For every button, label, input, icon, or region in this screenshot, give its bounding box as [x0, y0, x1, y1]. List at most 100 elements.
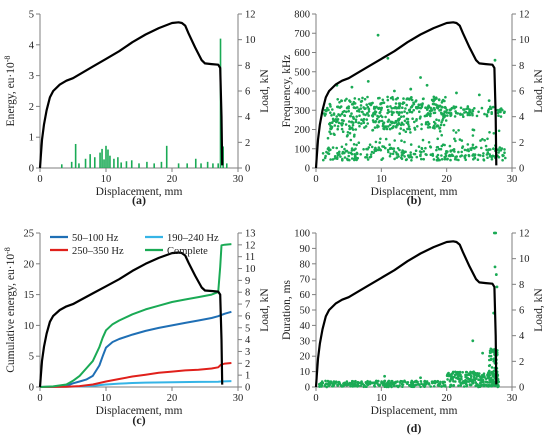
ae-point: [351, 383, 355, 386]
ae-point: [452, 384, 455, 387]
ae-point: [391, 152, 395, 156]
ae-point: [377, 120, 381, 124]
ae-point: [449, 108, 453, 111]
y-axis-label: Energy, eu·10-8: [3, 56, 17, 127]
ae-point: [407, 108, 411, 112]
ae-point: [326, 136, 330, 140]
ae-point: [345, 149, 349, 153]
ae-point: [340, 385, 344, 388]
ae-point: [325, 385, 329, 389]
ae-point: [494, 273, 498, 276]
ae-point: [329, 124, 332, 128]
ae-point: [457, 150, 460, 154]
ae-point: [429, 145, 432, 148]
ae-point: [472, 375, 476, 379]
legend-label: 250–350 Hz: [72, 246, 124, 257]
ae-point: [374, 120, 377, 124]
ae-point: [346, 131, 350, 134]
ae-point: [479, 139, 482, 142]
ae-point: [449, 113, 453, 117]
x-tick-label: 30: [233, 393, 244, 404]
y2-tick-label: 8: [519, 61, 524, 72]
ae-point: [369, 102, 373, 105]
ae-point: [394, 102, 398, 105]
ae-point: [398, 111, 402, 114]
ae-point: [448, 144, 452, 148]
ae-point: [329, 111, 332, 114]
ae-point: [329, 148, 332, 151]
y-axis-label: Duration, ms: [281, 279, 293, 340]
ae-point: [389, 96, 393, 100]
ae-point: [371, 119, 375, 122]
ae-point: [440, 144, 444, 148]
ae-point: [488, 153, 492, 156]
ae-point: [405, 103, 409, 107]
ae-point: [461, 371, 465, 374]
y-tick-label: 15: [24, 290, 35, 301]
ae-point: [341, 130, 345, 133]
ae-point: [503, 148, 506, 151]
ae-point: [402, 101, 406, 105]
y-tick-label: 400: [294, 87, 310, 98]
ae-point: [408, 98, 411, 101]
ae-point: [347, 151, 351, 154]
y-tick-label: 90: [300, 244, 311, 255]
ae-point: [362, 385, 366, 388]
ae-point: [445, 108, 449, 112]
ae-point: [419, 380, 423, 383]
ae-point: [468, 110, 472, 114]
ae-point: [419, 385, 422, 389]
ae-point: [409, 153, 412, 157]
ae-point: [393, 139, 397, 142]
ae-point: [430, 98, 434, 102]
ae-point: [339, 105, 343, 108]
ae-point: [370, 145, 374, 149]
ae-point: [403, 110, 406, 113]
ae-point: [414, 100, 417, 103]
y-tick-label: 0: [305, 383, 310, 394]
y-tick-label: 10: [24, 321, 35, 332]
ae-point: [481, 351, 484, 355]
ae-point: [336, 105, 340, 109]
ae-point: [389, 146, 392, 150]
ae-point: [459, 112, 462, 116]
ae-point: [327, 146, 330, 150]
ae-point: [438, 158, 441, 162]
ae-point: [387, 150, 390, 154]
ae-point: [337, 121, 341, 125]
ae-point: [442, 123, 446, 127]
ae-point: [407, 155, 411, 159]
ae-point: [415, 155, 419, 159]
ae-point: [463, 155, 466, 158]
ae-point: [497, 384, 500, 388]
ae-point: [406, 127, 409, 131]
ae-point: [352, 148, 356, 152]
ae-point: [327, 152, 331, 156]
ae-point: [379, 102, 382, 106]
ae-point: [331, 158, 335, 161]
ae-point: [452, 380, 455, 383]
ae-point: [359, 100, 363, 103]
ae-point: [466, 376, 469, 380]
ae-point: [371, 129, 374, 132]
ae-point: [414, 149, 418, 152]
y-tick-label: 300: [294, 106, 310, 117]
ae-point: [350, 120, 353, 124]
ae-point: [487, 99, 491, 103]
ae-point: [420, 123, 424, 126]
y-tick-label: 0: [29, 164, 34, 175]
ae-point: [333, 119, 336, 122]
ae-point: [396, 153, 400, 156]
y-tick-label: 50: [300, 306, 311, 317]
ae-point: [409, 155, 413, 159]
ae-point: [413, 128, 417, 131]
ae-point: [406, 381, 410, 384]
panel-label: (d): [407, 421, 422, 435]
ae-point: [366, 147, 369, 151]
ae-point: [338, 150, 341, 154]
ae-point: [460, 154, 464, 157]
ae-point: [413, 120, 416, 124]
y2-tick-label: 2: [519, 357, 524, 368]
ae-point: [438, 127, 441, 130]
ae-point: [398, 104, 402, 108]
